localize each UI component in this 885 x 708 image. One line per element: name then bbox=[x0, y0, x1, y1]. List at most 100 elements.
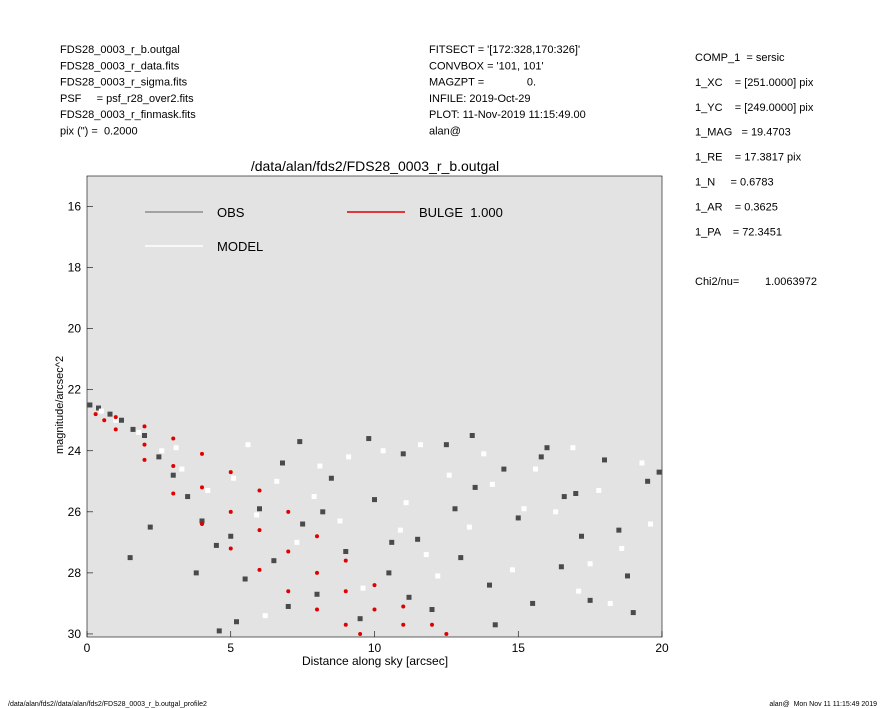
obs-point bbox=[280, 460, 285, 466]
header-right-line: 1_AR = 0.3625 bbox=[695, 201, 778, 213]
obs-point bbox=[119, 417, 124, 423]
model-point bbox=[521, 506, 527, 512]
obs-point bbox=[386, 570, 392, 576]
bulge-point bbox=[401, 604, 406, 609]
obs-point bbox=[487, 582, 492, 588]
footer-right: alan@ Mon Nov 11 11:15:49 2019 bbox=[769, 701, 877, 708]
header-right-line: 1_MAG = 19.4703 bbox=[695, 127, 791, 139]
model-point bbox=[570, 445, 576, 451]
model-point bbox=[533, 466, 538, 472]
y-tick-label: 18 bbox=[68, 261, 82, 275]
obs-point bbox=[469, 433, 475, 439]
model-point bbox=[481, 451, 487, 457]
obs-point bbox=[107, 411, 113, 417]
bulge-point bbox=[401, 622, 406, 627]
obs-point bbox=[645, 478, 651, 484]
model-point bbox=[466, 524, 472, 530]
obs-point bbox=[142, 433, 147, 439]
bulge-point bbox=[286, 589, 291, 594]
obs-point bbox=[443, 442, 449, 448]
obs-point bbox=[328, 475, 334, 481]
obs-point bbox=[616, 527, 622, 533]
obs-point bbox=[216, 628, 222, 634]
bulge-point bbox=[200, 451, 204, 456]
model-point bbox=[346, 454, 352, 460]
obs-point bbox=[242, 576, 248, 582]
x-tick-label: 5 bbox=[227, 641, 234, 655]
model-point bbox=[262, 613, 268, 619]
legend-label: BULGE 1.000 bbox=[419, 205, 503, 220]
model-point bbox=[435, 573, 441, 579]
bulge-point bbox=[200, 522, 204, 527]
obs-point bbox=[630, 610, 636, 616]
model-point bbox=[619, 545, 625, 551]
obs-point bbox=[156, 454, 162, 460]
bulge-point bbox=[171, 436, 176, 441]
header-right-line: 1_N = 0.6783 bbox=[695, 177, 774, 189]
obs-point bbox=[300, 521, 306, 527]
obs-point bbox=[656, 469, 662, 475]
header-middle-line: alan@ bbox=[429, 126, 461, 138]
x-tick-label: 10 bbox=[368, 641, 382, 655]
y-tick-label: 28 bbox=[68, 566, 82, 580]
obs-point bbox=[558, 564, 564, 570]
obs-point bbox=[297, 439, 303, 445]
model-point bbox=[317, 463, 323, 469]
obs-point bbox=[587, 597, 593, 603]
obs-point bbox=[372, 497, 377, 503]
y-tick-label: 22 bbox=[68, 383, 82, 397]
header-middle-line: INFILE: 2019-Oct-29 bbox=[429, 93, 531, 105]
obs-point bbox=[561, 494, 567, 500]
obs-point bbox=[170, 472, 176, 478]
obs-point bbox=[515, 515, 521, 521]
model-point bbox=[360, 585, 366, 591]
plot-area bbox=[86, 175, 663, 638]
header-right-line: 1_YC = [249.0000] pix bbox=[695, 102, 814, 114]
header-left-line: FDS28_0003_r_sigma.fits bbox=[60, 77, 188, 89]
header-middle-line: MAGZPT = 0. bbox=[429, 77, 536, 89]
model-point bbox=[254, 512, 260, 518]
model-point bbox=[576, 588, 582, 594]
legend-label: OBS bbox=[217, 205, 245, 220]
bulge-point bbox=[257, 567, 262, 572]
obs-point bbox=[87, 402, 93, 408]
obs-point bbox=[472, 484, 478, 490]
obs-point bbox=[127, 555, 133, 561]
bulge-point bbox=[228, 546, 233, 551]
model-point bbox=[403, 500, 409, 506]
bulge-point bbox=[343, 622, 348, 627]
model-point bbox=[596, 487, 602, 493]
chart-title: /data/alan/fds2/FDS28_0003_r_b.outgal bbox=[251, 158, 499, 174]
model-point bbox=[639, 460, 645, 466]
obs-point bbox=[228, 533, 234, 539]
obs-point bbox=[285, 603, 291, 609]
model-point bbox=[587, 561, 593, 567]
model-point bbox=[205, 487, 211, 493]
x-tick-label: 20 bbox=[655, 641, 669, 655]
model-point bbox=[136, 429, 142, 435]
obs-point bbox=[579, 533, 584, 539]
y-tick-label: 24 bbox=[68, 444, 82, 458]
model-point bbox=[231, 475, 237, 481]
bulge-point bbox=[257, 528, 262, 533]
points bbox=[87, 402, 662, 636]
model-point bbox=[113, 417, 119, 423]
obs-point bbox=[501, 466, 507, 472]
bulge-point bbox=[171, 491, 176, 496]
header-left-line: PSF = psf_r28_over2.fits bbox=[60, 93, 194, 105]
obs-point bbox=[429, 607, 435, 613]
obs-point bbox=[538, 454, 544, 460]
model-point bbox=[179, 466, 185, 472]
model-point bbox=[446, 472, 452, 478]
y-tick-label: 16 bbox=[68, 200, 82, 214]
header-right-line: 1_RE = 17.3817 pix bbox=[695, 152, 802, 164]
model-point bbox=[423, 552, 429, 558]
bulge-point bbox=[358, 631, 363, 636]
chi2-label: Chi2/nu= bbox=[695, 276, 739, 288]
bulge-point bbox=[372, 583, 377, 588]
bulge-point bbox=[171, 464, 176, 469]
obs-point bbox=[415, 536, 421, 542]
bulge-point bbox=[444, 631, 449, 636]
obs-point bbox=[492, 622, 498, 628]
